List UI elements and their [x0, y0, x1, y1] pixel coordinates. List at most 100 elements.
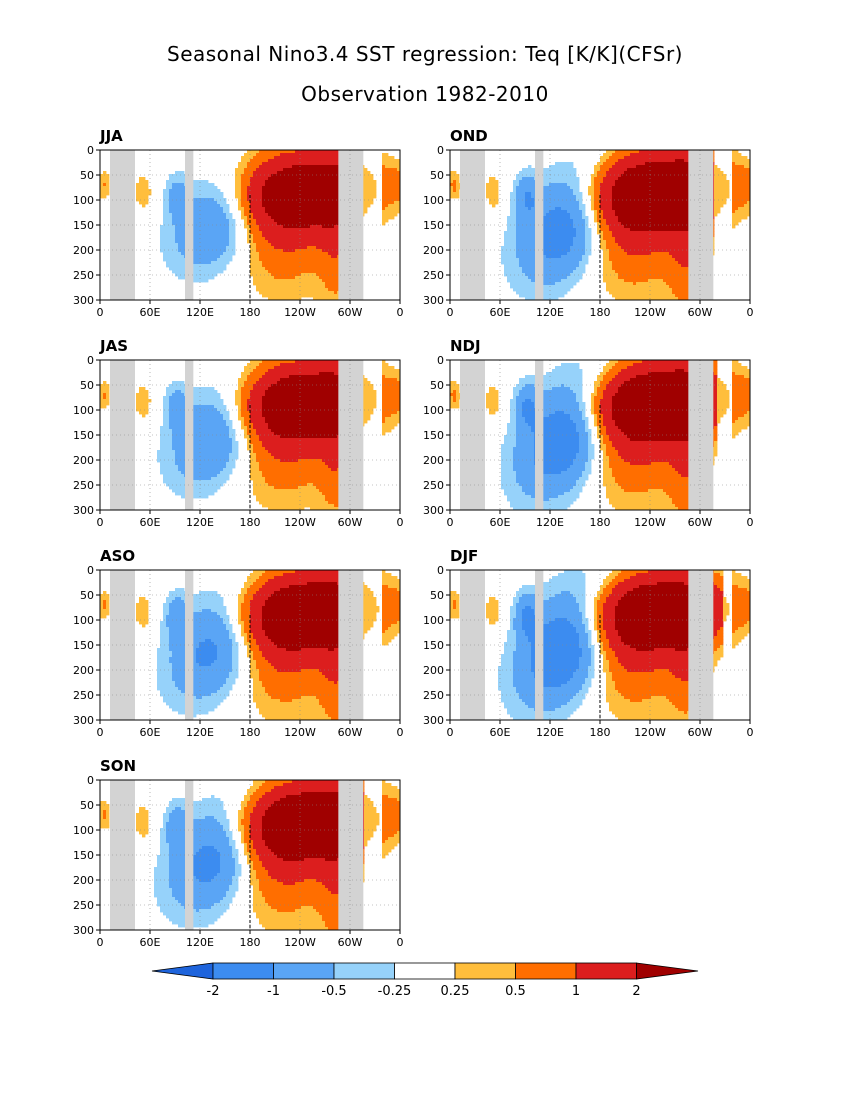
heatmap-cell: [292, 171, 296, 175]
heatmap-cell: [651, 183, 655, 187]
heatmap-cell: [277, 276, 281, 280]
heatmap-cell: [642, 201, 646, 205]
heatmap-cell: [525, 270, 529, 274]
heatmap-cell: [295, 294, 299, 298]
heatmap-cell: [292, 177, 296, 181]
heatmap-cell: [220, 216, 224, 220]
heatmap-cell: [594, 171, 598, 175]
heatmap-cell: [289, 243, 293, 247]
heatmap-cell: [561, 168, 565, 172]
heatmap-cell: [214, 234, 218, 238]
heatmap-cell: [163, 204, 167, 208]
heatmap-cell: [277, 156, 281, 160]
heatmap-cell: [579, 243, 583, 247]
heatmap-cell: [310, 276, 314, 280]
heatmap-cell: [397, 171, 401, 175]
heatmap-cell: [166, 210, 170, 214]
heatmap-cell: [232, 252, 236, 256]
heatmap-cell: [178, 174, 182, 178]
heatmap-cell: [558, 177, 562, 181]
heatmap-cell: [570, 171, 574, 175]
heatmap-cell: [382, 180, 386, 184]
heatmap-cell: [507, 246, 511, 250]
heatmap-cell: [510, 237, 514, 241]
heatmap-cell: [208, 243, 212, 247]
heatmap-cell: [576, 219, 580, 223]
heatmap-cell: [645, 156, 649, 160]
heatmap-cell: [265, 198, 269, 202]
heatmap-cell: [567, 288, 571, 292]
heatmap-cell: [558, 162, 562, 166]
heatmap-cell: [385, 192, 389, 196]
heatmap-cell: [298, 294, 302, 298]
heatmap-cell: [456, 195, 460, 199]
heatmap-cell: [606, 282, 610, 286]
heatmap-cell: [253, 159, 257, 163]
heatmap-cell: [528, 288, 532, 292]
heatmap-cell: [175, 228, 179, 232]
heatmap-cell: [334, 186, 338, 190]
heatmap-cell: [561, 258, 565, 262]
heatmap-cell: [175, 240, 179, 244]
heatmap-cell: [262, 189, 266, 193]
heatmap-cell: [229, 258, 233, 262]
heatmap-cell: [286, 288, 290, 292]
heatmap-cell: [292, 276, 296, 280]
heatmap-cell: [630, 246, 634, 250]
heatmap-cell: [319, 237, 323, 241]
heatmap-cell: [600, 225, 604, 229]
heatmap-cell: [304, 213, 308, 217]
heatmap-cell: [636, 174, 640, 178]
heatmap-cell: [322, 195, 326, 199]
heatmap-cell: [307, 234, 311, 238]
heatmap-cell: [163, 258, 167, 262]
heatmap-cell: [552, 267, 556, 271]
heatmap-cell: [609, 213, 613, 217]
heatmap-cell: [600, 183, 604, 187]
heatmap-cell: [304, 189, 308, 193]
heatmap-cell: [289, 261, 293, 265]
heatmap-cell: [606, 225, 610, 229]
heatmap-cell: [639, 153, 643, 157]
heatmap-cell: [325, 201, 329, 205]
heatmap-cell: [205, 189, 209, 193]
heatmap-cell: [609, 264, 613, 268]
heatmap-cell: [250, 240, 254, 244]
heatmap-cell: [223, 204, 227, 208]
heatmap-cell: [334, 219, 338, 223]
heatmap-cell: [289, 189, 293, 193]
heatmap-cell: [618, 228, 622, 232]
heatmap-cell: [232, 243, 236, 247]
heatmap-cell: [322, 204, 326, 208]
heatmap-cell: [274, 213, 278, 217]
heatmap-cell: [175, 225, 179, 229]
heatmap-cell: [217, 270, 221, 274]
heatmap-cell: [612, 204, 616, 208]
heatmap-cell: [507, 234, 511, 238]
heatmap-cell: [325, 243, 329, 247]
heatmap-cell: [606, 264, 610, 268]
heatmap-cell: [636, 294, 640, 298]
heatmap-cell: [609, 216, 613, 220]
heatmap-cell: [594, 210, 598, 214]
heatmap-cell: [313, 267, 317, 271]
heatmap-cell: [196, 261, 200, 265]
heatmap-cell: [558, 276, 562, 280]
heatmap-cell: [618, 174, 622, 178]
heatmap-cell: [513, 231, 517, 235]
heatmap-cell: [603, 192, 607, 196]
heatmap-cell: [223, 231, 227, 235]
heatmap-cell: [205, 249, 209, 253]
heatmap-cell: [525, 213, 529, 217]
heatmap-cell: [259, 162, 263, 166]
heatmap-cell: [513, 246, 517, 250]
heatmap-cell: [208, 270, 212, 274]
heatmap-cell: [567, 252, 571, 256]
heatmap-cell: [549, 237, 553, 241]
heatmap-cell: [552, 213, 556, 217]
heatmap-cell: [235, 177, 239, 181]
heatmap-cell: [573, 240, 577, 244]
heatmap-cell: [516, 276, 520, 280]
heatmap-cell: [307, 246, 311, 250]
heatmap-cell: [172, 186, 176, 190]
